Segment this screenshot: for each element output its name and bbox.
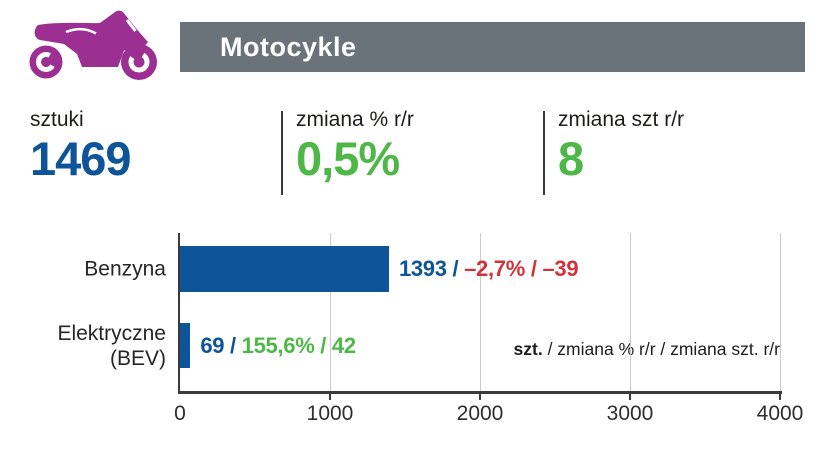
- legend-note-bold: szt.: [513, 339, 543, 359]
- category-label-line: (BEV): [109, 346, 166, 370]
- gridline-1000: [330, 233, 331, 391]
- x-axis-label-1000: 1000: [306, 402, 354, 425]
- bar-row-0: 1393 / –2,7% / –39 Benzyna: [84, 246, 780, 292]
- section-title: Motocykle: [220, 31, 357, 62]
- stat-divider: [281, 111, 283, 195]
- category-label-line: Benzyna: [84, 257, 166, 281]
- stat-value: 8: [558, 132, 584, 185]
- x-tick-1000: [329, 394, 331, 400]
- stat-label: zmiana szt r/r: [558, 108, 685, 131]
- bar-value-label-0: 1393 / –2,7% / –39: [398, 256, 579, 282]
- stat-change-units: zmiana szt r/r 8: [558, 107, 684, 183]
- gridline-3000: [630, 233, 631, 391]
- bar-value-change: –2,7% / –39: [464, 256, 579, 281]
- x-axis-label-4000: 4000: [756, 402, 804, 425]
- x-tick-3000: [629, 394, 631, 400]
- bar-chart: szt. / zmiana % r/r / zmiana szt. r/r 0 1…: [57, 233, 803, 425]
- stat-label: sztuki: [30, 108, 84, 131]
- stat-value: 0,5%: [296, 132, 400, 185]
- bar-1: [180, 323, 191, 368]
- bar-value-number: 69 /: [200, 332, 242, 358]
- stat-divider: [543, 111, 545, 195]
- x-axis-line: [178, 391, 782, 394]
- bar-value-number: 1393 /: [398, 256, 465, 281]
- motorcycle-icon: [29, 10, 157, 80]
- gridline-2000: [480, 233, 481, 391]
- section-header: Motocykle: [180, 22, 805, 72]
- bar-value-change: 155,6% / 42: [241, 332, 356, 358]
- stat-label: zmiana % r/r: [296, 108, 414, 131]
- y-axis-line: [178, 233, 180, 391]
- x-axis-label-2000: 2000: [456, 402, 504, 425]
- legend-note: szt. / zmiana % r/r / zmiana szt. r/r: [514, 339, 780, 360]
- bar-0: [180, 246, 389, 292]
- x-tick-4000: [779, 394, 781, 400]
- stat-value: 1469: [30, 132, 132, 185]
- x-axis-label-0: 0: [174, 402, 186, 425]
- bar-value-label-1: 69 / 155,6% / 42: [200, 332, 356, 359]
- stat-total-units: sztuki 1469: [30, 107, 132, 185]
- bar-row-1: 69 / 155,6% / 42 Elektryczne (BEV): [57, 322, 780, 370]
- x-tick-2000: [479, 394, 481, 400]
- stat-change-percent: zmiana % r/r 0,5%: [296, 107, 414, 183]
- x-axis-label-3000: 3000: [606, 402, 654, 425]
- legend-note-rest: / zmiana % r/r / zmiana szt. r/r: [542, 339, 780, 359]
- gridline-4000: [780, 233, 781, 391]
- category-label-0: Benzyna: [84, 257, 166, 282]
- category-label-line: Elektryczne: [57, 321, 166, 345]
- category-label-1: Elektryczne (BEV): [57, 321, 166, 371]
